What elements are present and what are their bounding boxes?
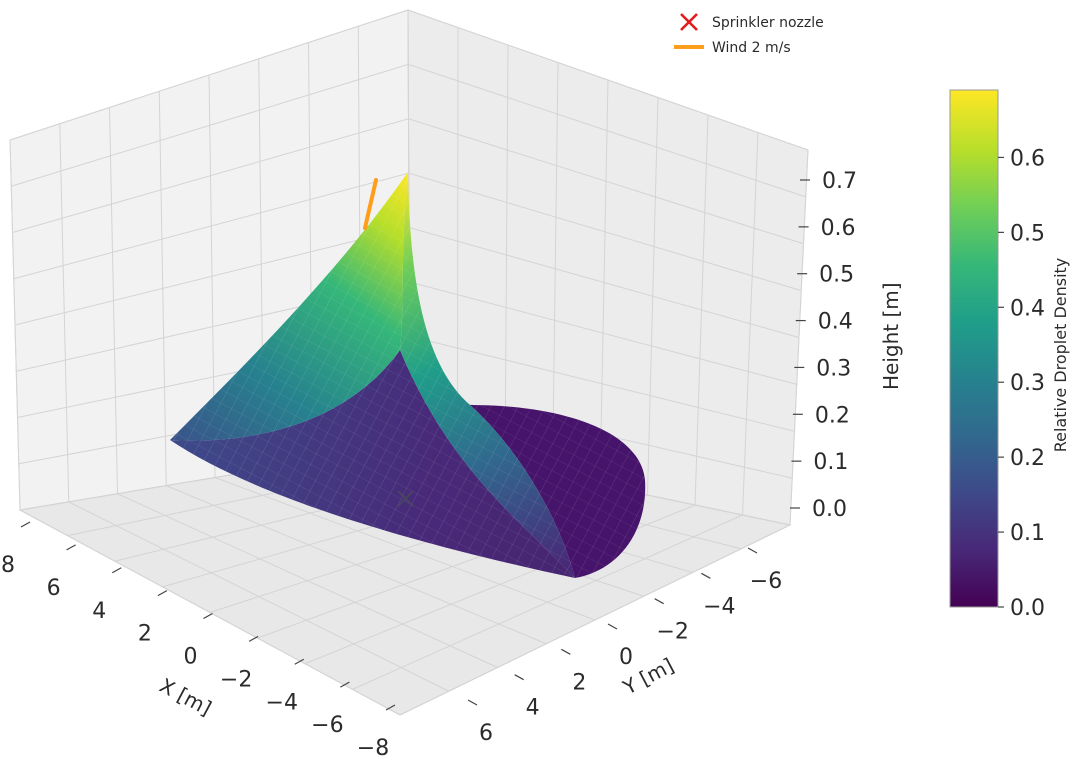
- colorbar-tick-label: 0.6: [1010, 146, 1045, 171]
- colorbar-label: Relative Droplet Density: [1051, 258, 1070, 453]
- y-tick-mark: [747, 547, 758, 554]
- surface-mesh: [170, 172, 575, 578]
- z-tick-label: 0.0: [812, 497, 847, 522]
- colorbar-tick-label: 0.4: [1010, 296, 1045, 321]
- y-tick-mark: [467, 699, 478, 706]
- x-tick-label: −8: [357, 736, 389, 761]
- x-tick-label: 2: [138, 622, 152, 647]
- x-tick-label: 0: [184, 645, 198, 670]
- z-axis-label: Height [m]: [879, 282, 903, 390]
- legend-wind-label: Wind 2 m/s: [712, 40, 791, 56]
- y-tick-label: 4: [526, 696, 540, 721]
- x-tick-label: −6: [311, 713, 343, 738]
- x-tick-label: 8: [1, 553, 15, 578]
- surface-purple-lobe-mesh: [470, 405, 646, 578]
- z-tick-label: 0.4: [818, 310, 853, 335]
- x-tick-mark: [248, 635, 259, 642]
- y-tick-label: −4: [703, 594, 735, 619]
- x-tick-label: −4: [266, 690, 298, 715]
- legend-nozzle-marker: [680, 13, 698, 31]
- legend: Sprinkler nozzle Wind 2 m/s: [674, 13, 824, 56]
- z-tick-label: 0.1: [813, 450, 848, 475]
- x-tick-label: 6: [47, 576, 61, 601]
- grid-line: [9, 9, 809, 151]
- wind-arrow: [363, 178, 378, 230]
- colorbar-tick-label: 0.2: [1010, 446, 1045, 471]
- grid-line: [13, 172, 802, 292]
- x-tick-mark: [203, 612, 213, 620]
- colorbar-gradient: [949, 89, 999, 608]
- y-tick-label: −2: [656, 620, 688, 645]
- colorbar: 0.6 0.5 0.4 0.3 0.2 0.1 0.0 Relative Droplet D…: [949, 89, 1070, 621]
- z-axis-ticks: 0.7 0.6 0.5 0.4 0.3 0.2 0.1 0.0: [790, 169, 857, 522]
- y-tick-label: 0: [619, 645, 633, 670]
- y-tick-mark: [654, 598, 664, 605]
- x-axis-label: X [m]: [156, 673, 216, 720]
- grid-line: [12, 118, 804, 245]
- x-tick-mark: [385, 704, 396, 711]
- grid-line: [352, 514, 743, 690]
- colorbar-tick-label: 0.1: [1010, 521, 1045, 546]
- z-tick-label: 0.2: [815, 403, 850, 428]
- x-tick-mark: [66, 544, 76, 551]
- z-tick-label: 0.7: [822, 169, 857, 194]
- z-tick-label: 0.6: [821, 216, 856, 241]
- x-tick-label: 4: [92, 599, 106, 624]
- y-tick-mark: [514, 674, 524, 681]
- y-tick-mark: [607, 623, 618, 630]
- x-tick-mark: [157, 590, 168, 597]
- sprinkler-nozzle-marker: [397, 490, 414, 507]
- colorbar-tick-label: 0.3: [1010, 371, 1045, 396]
- y-tick-mark: [701, 572, 711, 579]
- z-tick-label: 0.5: [819, 263, 854, 288]
- x-tick-mark: [294, 658, 305, 665]
- x-tick-mark: [340, 681, 350, 688]
- grid-line: [399, 524, 791, 716]
- y-tick-label: −6: [750, 569, 782, 594]
- x-tick-label: −2: [220, 667, 252, 692]
- y-tick-label: 6: [479, 721, 493, 746]
- colorbar-tick-label: 0.0: [1010, 596, 1045, 621]
- colorbar-tick-label: 0.5: [1010, 221, 1045, 246]
- y-tick-mark: [561, 648, 571, 655]
- y-axis-ticks: −6 −4 −2 0 2 4 6: [467, 547, 782, 746]
- droplet-density-surface: [170, 172, 646, 578]
- y-tick-label: 2: [572, 670, 586, 695]
- x-tick-mark: [20, 521, 31, 528]
- z-tick-label: 0.3: [816, 356, 851, 381]
- x-axis-ticks: 8 6 4 2 0 −2 −4 −6 −8: [1, 521, 396, 761]
- colorbar-ticks: 0.6 0.5 0.4 0.3 0.2 0.1 0.0: [998, 146, 1045, 621]
- legend-nozzle-label: Sprinkler nozzle: [712, 15, 824, 31]
- grid-line: [11, 63, 806, 198]
- x-tick-mark: [111, 567, 122, 574]
